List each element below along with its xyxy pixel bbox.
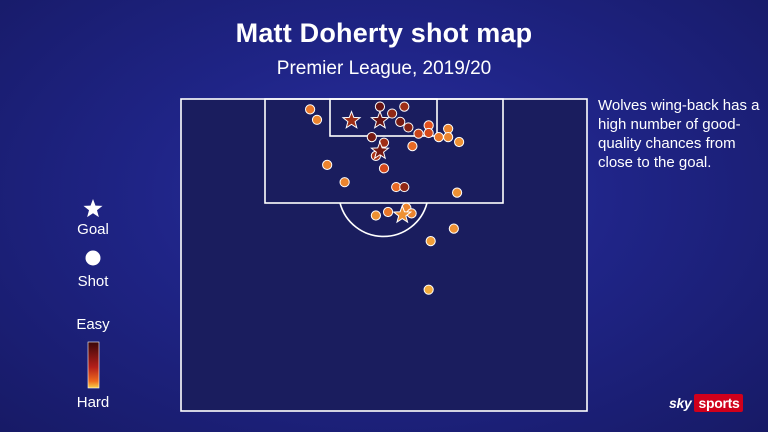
shot-marker	[443, 123, 454, 134]
shot-marker	[382, 206, 394, 218]
page-subtitle: Premier League, 2019/20	[276, 58, 492, 79]
shot-marker	[366, 132, 377, 143]
shot-marker	[339, 177, 350, 188]
legend-scale-bottom-label: Hard	[76, 394, 110, 411]
shot-marker	[399, 181, 410, 193]
goal-marker	[341, 110, 362, 129]
legend-shot-label: Shot	[77, 273, 109, 290]
goal-star-icon	[83, 199, 103, 218]
chart-annotation: Wolves wing-back has a high number of go…	[598, 97, 760, 171]
goal-marker	[370, 140, 390, 160]
shot-marker	[305, 104, 316, 115]
brand-sky: sky	[669, 394, 692, 411]
quality-scale-bar	[87, 341, 100, 389]
sky-sports-logo: sky sports	[669, 393, 744, 412]
shot-marker	[370, 210, 381, 221]
penalty-arc	[339, 202, 428, 238]
shot-marker	[407, 141, 418, 152]
shot-marker	[423, 284, 434, 295]
shot-marker	[395, 116, 406, 127]
legend-goal-label: Goal	[77, 221, 109, 238]
six-yard-box	[329, 98, 438, 137]
shot-marker	[454, 136, 465, 148]
shots-layer	[305, 101, 465, 295]
shot-marker	[423, 127, 434, 139]
shot-marker	[399, 101, 410, 112]
shot-marker	[451, 187, 463, 198]
page-title: Matt Doherty shot map	[235, 18, 533, 48]
shot-marker	[433, 132, 444, 143]
shot-marker	[443, 132, 454, 143]
shot-marker	[378, 163, 390, 174]
goal-marker	[392, 204, 413, 224]
shot-marker	[448, 223, 459, 234]
brand-sports: sports	[694, 393, 744, 412]
shot-marker	[403, 122, 414, 133]
shot-marker	[374, 101, 386, 112]
shot-marker	[413, 128, 424, 139]
goal-marker	[370, 110, 390, 129]
shot-marker	[387, 108, 398, 119]
shot-circle-icon	[85, 250, 101, 266]
shot-marker	[322, 159, 333, 170]
shot-marker	[425, 236, 436, 247]
shot-marker	[311, 114, 323, 125]
legend-scale-top-label: Easy	[76, 316, 110, 333]
